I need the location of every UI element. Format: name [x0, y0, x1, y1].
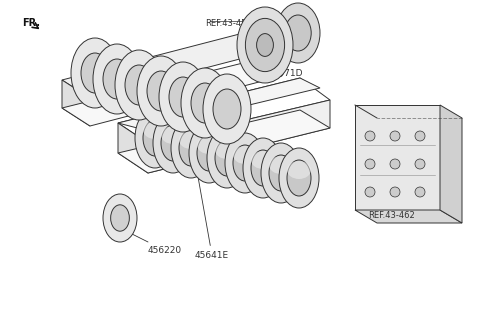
Circle shape [390, 159, 400, 169]
Circle shape [415, 131, 425, 141]
Ellipse shape [71, 38, 119, 108]
Ellipse shape [269, 155, 293, 191]
Ellipse shape [111, 205, 129, 231]
Polygon shape [118, 110, 330, 173]
Ellipse shape [103, 59, 131, 99]
Ellipse shape [233, 146, 257, 164]
Ellipse shape [143, 121, 167, 139]
Ellipse shape [279, 148, 319, 208]
Polygon shape [62, 60, 282, 126]
Ellipse shape [215, 141, 239, 159]
Ellipse shape [251, 150, 275, 186]
Text: 4A6050: 4A6050 [102, 82, 143, 115]
Text: FR.: FR. [22, 18, 40, 28]
Polygon shape [148, 100, 330, 173]
Circle shape [365, 131, 375, 141]
Ellipse shape [257, 33, 274, 56]
Ellipse shape [153, 113, 193, 173]
Text: REF.43-452: REF.43-452 [204, 18, 252, 28]
Ellipse shape [181, 68, 229, 138]
Polygon shape [440, 105, 462, 223]
Circle shape [365, 159, 375, 169]
Circle shape [390, 131, 400, 141]
Ellipse shape [179, 131, 203, 149]
Ellipse shape [237, 7, 293, 83]
Ellipse shape [243, 138, 283, 198]
Text: REF.43-462: REF.43-462 [368, 212, 415, 220]
Ellipse shape [207, 128, 247, 188]
Text: 45641E: 45641E [195, 163, 229, 260]
Polygon shape [118, 78, 320, 130]
Ellipse shape [203, 74, 251, 144]
Ellipse shape [233, 145, 257, 181]
Ellipse shape [285, 15, 311, 51]
Text: 456220: 456220 [122, 229, 182, 255]
Polygon shape [62, 80, 90, 126]
Ellipse shape [125, 65, 153, 105]
Ellipse shape [161, 125, 185, 161]
Polygon shape [62, 30, 282, 98]
Ellipse shape [115, 50, 163, 120]
Ellipse shape [81, 53, 109, 93]
Text: 45671D: 45671D [268, 58, 303, 78]
Ellipse shape [213, 89, 241, 129]
Ellipse shape [179, 130, 203, 166]
Ellipse shape [251, 151, 275, 169]
Ellipse shape [171, 118, 211, 178]
Ellipse shape [159, 62, 207, 132]
Circle shape [415, 187, 425, 197]
Ellipse shape [93, 44, 141, 114]
Ellipse shape [287, 160, 311, 196]
Ellipse shape [147, 71, 175, 111]
Ellipse shape [215, 140, 239, 176]
Ellipse shape [143, 120, 167, 156]
Ellipse shape [225, 133, 265, 193]
Polygon shape [355, 210, 462, 223]
Ellipse shape [197, 136, 221, 154]
Ellipse shape [169, 77, 197, 117]
Polygon shape [118, 123, 148, 173]
Circle shape [415, 159, 425, 169]
Circle shape [365, 187, 375, 197]
Ellipse shape [245, 18, 285, 72]
Ellipse shape [161, 126, 185, 144]
Ellipse shape [103, 194, 137, 242]
Ellipse shape [261, 143, 301, 203]
Ellipse shape [269, 156, 293, 174]
Ellipse shape [137, 56, 185, 126]
Polygon shape [355, 105, 440, 210]
Ellipse shape [191, 83, 219, 123]
Ellipse shape [189, 123, 229, 183]
Ellipse shape [197, 135, 221, 171]
Ellipse shape [276, 3, 320, 63]
Ellipse shape [135, 108, 175, 168]
Ellipse shape [287, 161, 311, 179]
Circle shape [390, 187, 400, 197]
